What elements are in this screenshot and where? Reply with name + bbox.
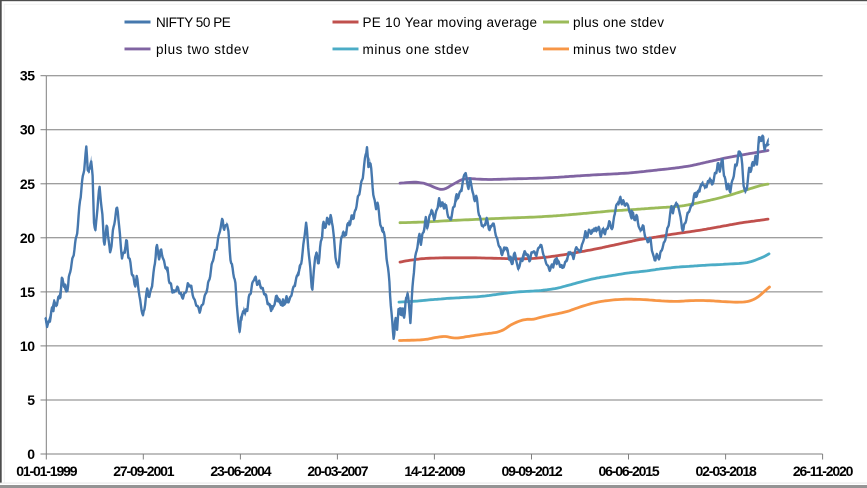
svg-text:20: 20 — [20, 230, 35, 246]
svg-text:27-09-2001: 27-09-2001 — [113, 463, 174, 479]
svg-text:06-06-2015: 06-06-2015 — [598, 463, 659, 479]
svg-text:5: 5 — [27, 392, 35, 408]
svg-text:25: 25 — [20, 176, 35, 192]
svg-text:35: 35 — [20, 68, 35, 84]
svg-text:23-06-2004: 23-06-2004 — [210, 463, 271, 479]
svg-text:minus two stdev: minus two stdev — [573, 42, 677, 57]
svg-text:02-03-2018: 02-03-2018 — [696, 463, 757, 479]
svg-text:09-09-2012: 09-09-2012 — [501, 463, 562, 479]
svg-text:plus two stdev: plus two stdev — [156, 42, 249, 57]
svg-text:plus one stdev: plus one stdev — [573, 15, 664, 30]
svg-text:PE 10 Year moving average: PE 10 Year moving average — [363, 15, 538, 30]
svg-text:14-12-2009: 14-12-2009 — [404, 463, 465, 479]
svg-text:30: 30 — [20, 122, 35, 138]
svg-text:minus one stdev: minus one stdev — [363, 42, 470, 57]
svg-text:15: 15 — [20, 284, 35, 300]
svg-text:NIFTY 50 PE: NIFTY 50 PE — [156, 15, 231, 30]
svg-text:26-11-2020: 26-11-2020 — [793, 463, 854, 479]
svg-text:20-03-2007: 20-03-2007 — [307, 463, 368, 479]
svg-text:10: 10 — [20, 338, 35, 354]
svg-text:0: 0 — [27, 446, 35, 462]
svg-text:01-01-1999: 01-01-1999 — [16, 463, 77, 479]
